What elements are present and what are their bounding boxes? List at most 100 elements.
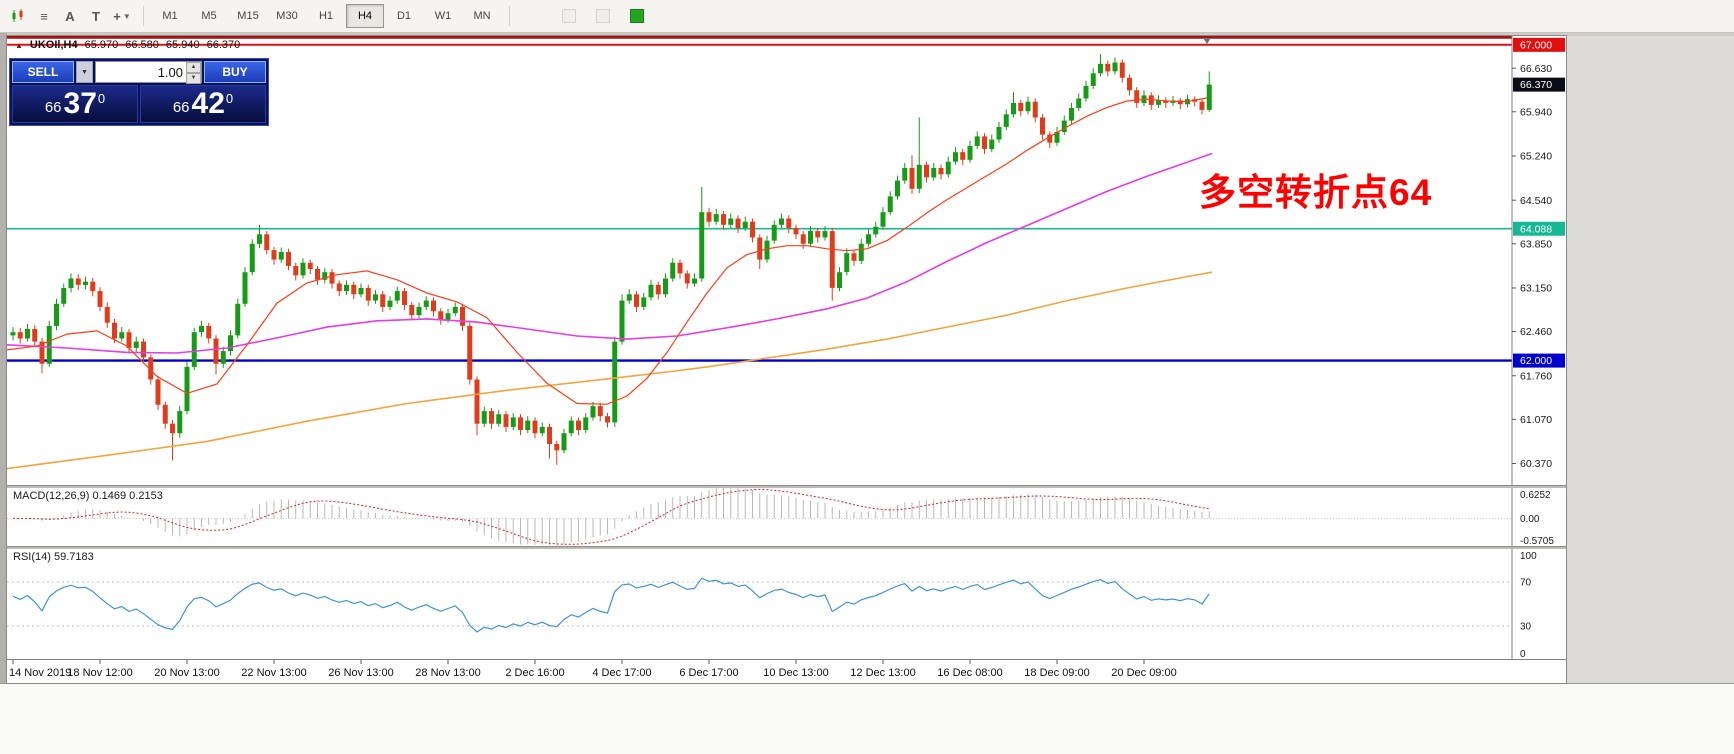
- buy-price-display[interactable]: 66 42 0: [140, 85, 266, 123]
- svg-text:61.070: 61.070: [1520, 414, 1552, 426]
- toolbar-left-group: ≡ A T + ▼: [6, 4, 136, 28]
- timeframe-group: M1 M5 M15 M30 H1 H4 D1 W1 MN: [151, 4, 502, 28]
- chart-type-icon[interactable]: [6, 4, 30, 28]
- svg-text:0: 0: [1520, 649, 1526, 659]
- volume-decrease-icon[interactable]: ▼: [186, 73, 201, 84]
- volume-input[interactable]: [96, 62, 186, 82]
- trade-panel-prices: 66 37 0 66 42 0: [12, 85, 266, 123]
- svg-text:65.940: 65.940: [1520, 106, 1552, 118]
- svg-text:22 Nov 13:00: 22 Nov 13:00: [241, 667, 306, 679]
- quote-open: 65.970: [84, 39, 119, 51]
- svg-text:63.850: 63.850: [1520, 238, 1552, 250]
- symbol-marker-icon: ▲: [15, 40, 23, 50]
- one-click-trading-panel: SELL ▼ ▲ ▼ BUY 66 37 0: [9, 58, 269, 126]
- svg-text:66.630: 66.630: [1520, 63, 1552, 75]
- text-label-icon[interactable]: T: [92, 8, 100, 24]
- symbol-label: UKOIl,H4: [29, 39, 78, 51]
- auto-trading-icon[interactable]: [625, 4, 649, 28]
- window-tile-icon[interactable]: [591, 4, 615, 28]
- timeframe-m5[interactable]: M5: [201, 10, 217, 22]
- svg-text:63.150: 63.150: [1520, 283, 1552, 295]
- svg-text:100: 100: [1520, 551, 1537, 562]
- macd-pane: 0.6252 0.00 -0.5705 MACD(12,26,9) 0.1469 0…: [7, 488, 1566, 546]
- svg-text:66.370: 66.370: [1520, 79, 1552, 91]
- window-tile-icon-glyph: [596, 9, 610, 23]
- indicators-icon[interactable]: ≡: [40, 8, 48, 24]
- toolbar: ≡ A T + ▼ M1 M5 M15 M30 H1 H4 D1 W1 MN: [0, 0, 1734, 33]
- svg-text:62.000: 62.000: [1520, 355, 1552, 367]
- text-annotation-icon[interactable]: A: [65, 8, 75, 24]
- svg-text:16 Dec 08:00: 16 Dec 08:00: [937, 667, 1002, 679]
- sell-price-small: 66: [44, 99, 62, 116]
- svg-text:0.6252: 0.6252: [1520, 490, 1551, 501]
- trade-panel-controls: SELL ▼ ▲ ▼ BUY: [12, 61, 266, 84]
- svg-text:10 Dec 13:00: 10 Dec 13:00: [763, 667, 828, 679]
- chart-text-annotation: 多空转折点64: [1199, 172, 1433, 213]
- chevron-down-icon: ▼: [122, 11, 131, 21]
- quote-header: ▲ UKOIl,H4 65.970 66.580 65.940 66.370: [15, 39, 240, 51]
- timeframe-m15[interactable]: M15: [237, 10, 259, 22]
- svg-text:18 Dec 09:00: 18 Dec 09:00: [1024, 667, 1089, 679]
- svg-text:70: 70: [1520, 578, 1532, 589]
- toolbar-separator-2: [509, 6, 510, 26]
- volume-spinner: ▲ ▼: [186, 62, 201, 84]
- buy-price-sup: 0: [225, 91, 234, 106]
- window-cascade-icon-glyph: [562, 9, 576, 23]
- svg-text:4 Dec 17:00: 4 Dec 17:00: [592, 667, 651, 679]
- timeframe-mn[interactable]: MN: [473, 10, 491, 22]
- svg-text:2 Dec 16:00: 2 Dec 16:00: [505, 667, 564, 679]
- window-left-edge: [0, 33, 7, 754]
- timeframe-d1[interactable]: D1: [396, 10, 412, 22]
- right-gutter: [1567, 36, 1734, 683]
- timeframe-m30[interactable]: M30: [276, 10, 298, 22]
- timeframe-h4[interactable]: H4: [346, 4, 384, 28]
- macd-canvas[interactable]: 0.6252 0.00 -0.5705: [7, 488, 1566, 546]
- svg-text:20 Nov 13:00: 20 Nov 13:00: [154, 667, 219, 679]
- svg-text:64.540: 64.540: [1520, 195, 1552, 207]
- volume-increase-icon[interactable]: ▲: [186, 62, 201, 73]
- sell-button[interactable]: SELL: [12, 61, 74, 83]
- svg-text:67.000: 67.000: [1520, 39, 1552, 51]
- pane-divider-1[interactable]: [7, 485, 1566, 488]
- quote-close: 66.370: [206, 39, 241, 51]
- auto-trading-icon-glyph: [630, 9, 644, 23]
- buy-price-big: 42: [191, 87, 225, 120]
- rsi-label: RSI(14) 59.7183: [13, 551, 94, 563]
- quote-high: 66.580: [125, 39, 159, 51]
- sell-price-big: 37: [63, 87, 97, 120]
- svg-text:62.460: 62.460: [1520, 326, 1552, 338]
- volume-dropdown-arrow[interactable]: ▼: [76, 61, 93, 83]
- timeframe-w1[interactable]: W1: [434, 10, 452, 22]
- sell-price-sup: 0: [97, 91, 106, 106]
- buy-price-small: 66: [172, 99, 190, 116]
- volume-input-wrap: ▲ ▼: [95, 61, 202, 84]
- svg-text:18 Nov 12:00: 18 Nov 12:00: [67, 667, 132, 679]
- svg-text:0.00: 0.00: [1520, 514, 1540, 525]
- svg-text:-0.5705: -0.5705: [1520, 536, 1554, 546]
- toolbar-right-group: [557, 4, 651, 28]
- timeframe-h1[interactable]: H1: [318, 10, 334, 22]
- svg-text:14 Nov 2019: 14 Nov 2019: [9, 667, 71, 679]
- svg-text:12 Dec 13:00: 12 Dec 13:00: [850, 667, 915, 679]
- svg-text:28 Nov 13:00: 28 Nov 13:00: [415, 667, 480, 679]
- svg-text:30: 30: [1520, 622, 1532, 633]
- svg-text:26 Nov 13:00: 26 Nov 13:00: [328, 667, 393, 679]
- time-axis[interactable]: 14 Nov 2019 18 Nov 12:00 20 Nov 13:00 22 No…: [7, 659, 1566, 683]
- window-cascade-icon[interactable]: [557, 4, 581, 28]
- svg-text:20 Dec 09:00: 20 Dec 09:00: [1111, 667, 1176, 679]
- quote-low: 65.940: [165, 39, 200, 51]
- svg-text:64.088: 64.088: [1520, 223, 1552, 235]
- rsi-canvas[interactable]: 100 70 30 0: [7, 549, 1566, 659]
- pane-divider-2[interactable]: [7, 546, 1566, 549]
- drawing-tool-icon[interactable]: + ▼: [113, 8, 131, 24]
- svg-text:65.240: 65.240: [1520, 151, 1552, 163]
- timeframe-m1[interactable]: M1: [162, 10, 178, 22]
- svg-text:6 Dec 17:00: 6 Dec 17:00: [679, 667, 738, 679]
- toolbar-separator: [143, 6, 144, 26]
- sell-price-display[interactable]: 66 37 0: [12, 85, 138, 123]
- buy-button[interactable]: BUY: [204, 61, 266, 83]
- svg-text:61.760: 61.760: [1520, 370, 1552, 382]
- rsi-pane: 100 70 30 0 RSI(14) 59.7183: [7, 549, 1566, 659]
